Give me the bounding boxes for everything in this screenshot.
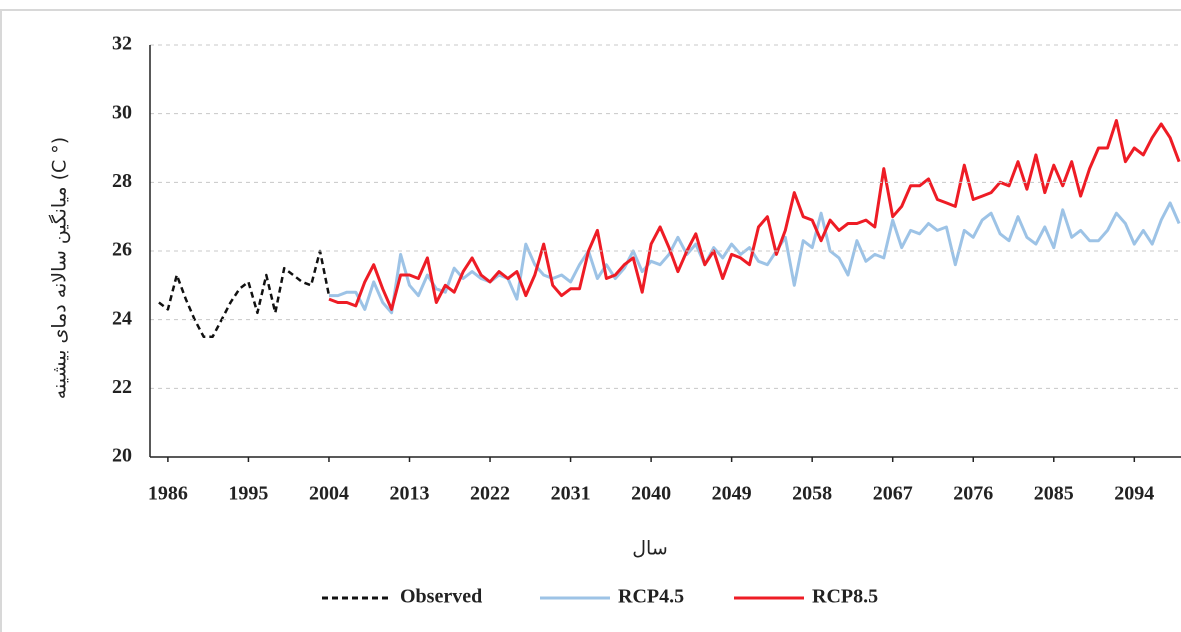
series-line	[328, 119, 1181, 311]
x-axis-title: سال	[632, 538, 668, 560]
x-tick-label: 2049	[712, 483, 752, 505]
x-tick-label: 2076	[953, 483, 993, 505]
legend-label: Observed	[400, 586, 482, 608]
x-tick-label: 2004	[309, 483, 349, 505]
plot-area	[158, 119, 1181, 339]
x-tick-label: 2067	[873, 483, 913, 505]
y-tick-label: 24	[112, 307, 132, 329]
x-tick-label: 2040	[631, 483, 671, 505]
x-tick-label: 2085	[1034, 483, 1074, 505]
y-tick-label: 30	[112, 101, 132, 123]
y-tick-label: 26	[112, 239, 132, 261]
y-axis-title: میانگین سالانه دمای بیشینه (C °)	[48, 137, 71, 399]
x-tick-label: 2013	[390, 483, 430, 505]
x-tick-label: 2022	[470, 483, 510, 505]
x-tick-label: 1995	[228, 483, 268, 505]
x-tick-label: 1986	[148, 483, 188, 505]
chart-frame	[0, 9, 1181, 632]
y-tick-label: 28	[112, 170, 132, 192]
legend-label: RCP8.5	[812, 586, 878, 608]
x-tick-label: 2031	[551, 483, 591, 505]
y-tick-label: 32	[112, 33, 132, 55]
y-tick-label: 20	[112, 445, 132, 467]
y-tick-label: 22	[112, 376, 132, 398]
x-tick-label: 2058	[792, 483, 832, 505]
x-tick-label: 2094	[1114, 483, 1154, 505]
series-line	[329, 201, 1181, 315]
series-line	[158, 249, 331, 339]
legend-label: RCP4.5	[618, 586, 684, 608]
